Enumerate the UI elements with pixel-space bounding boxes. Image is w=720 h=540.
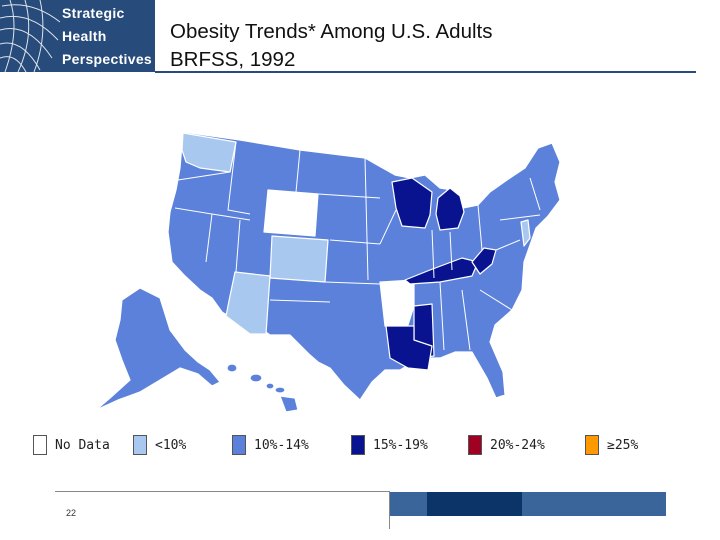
title-line-1: Obesity Trends* Among U.S. Adults	[170, 20, 493, 43]
state-wyoming	[263, 189, 319, 237]
legend-no-data: No Data	[33, 434, 110, 456]
title-rule	[155, 71, 696, 73]
logo-word-1: Strategic	[62, 5, 125, 21]
legend-15-19: 15%-19%	[351, 434, 428, 456]
page-number: 22	[66, 508, 77, 518]
legend-swatch-ge25	[585, 435, 599, 455]
legend-label-lt10: <10%	[155, 437, 187, 453]
slide-title: Obesity Trends* Among U.S. Adults BRFSS,…	[170, 18, 492, 74]
footer-bar-2	[427, 492, 522, 516]
us-obesity-map	[95, 131, 561, 413]
legend-label-15-19: 15%-19%	[373, 437, 428, 453]
state-hawaii	[226, 363, 299, 413]
state-west-virginia	[471, 247, 497, 275]
title-line-2: BRFSS, 1992	[170, 48, 296, 71]
state-michigan	[435, 187, 465, 231]
legend-swatch-15-19	[351, 435, 365, 455]
state-kentucky	[404, 257, 479, 285]
legend-swatch-20-24	[468, 435, 482, 455]
logo-word-2: Health	[62, 28, 107, 44]
legend-label-no-data: No Data	[55, 437, 110, 453]
logo-word-3: Perspectives	[62, 51, 152, 67]
logo: Strategic Health Perspectives	[0, 0, 155, 72]
footer-rule	[55, 491, 390, 492]
state-alaska	[95, 287, 221, 411]
legend-lt10: <10%	[133, 434, 186, 456]
globe-grid-icon	[0, 0, 60, 72]
state-arkansas	[379, 279, 415, 327]
footer-bar-1	[390, 492, 427, 516]
state-borders	[174, 141, 541, 351]
legend-label-ge25: ≥25%	[607, 437, 639, 453]
legend-swatch-no-data	[33, 435, 47, 455]
footer-divider	[389, 491, 390, 529]
legend-swatch-lt10	[133, 435, 147, 455]
state-wisconsin	[391, 177, 433, 229]
footer-bar-3	[522, 492, 666, 516]
legend-label-20-24: 20%-24%	[490, 437, 545, 453]
state-arizona	[225, 271, 271, 335]
state-new-jersey	[520, 219, 531, 247]
state-louisiana	[385, 325, 433, 371]
legend-ge25: ≥25%	[585, 434, 638, 456]
state-colorado	[269, 235, 329, 283]
legend-20-24: 20%-24%	[468, 434, 545, 456]
legend-swatch-10-14	[232, 435, 246, 455]
legend-label-10-14: 10%-14%	[254, 437, 309, 453]
legend-10-14: 10%-14%	[232, 434, 309, 456]
